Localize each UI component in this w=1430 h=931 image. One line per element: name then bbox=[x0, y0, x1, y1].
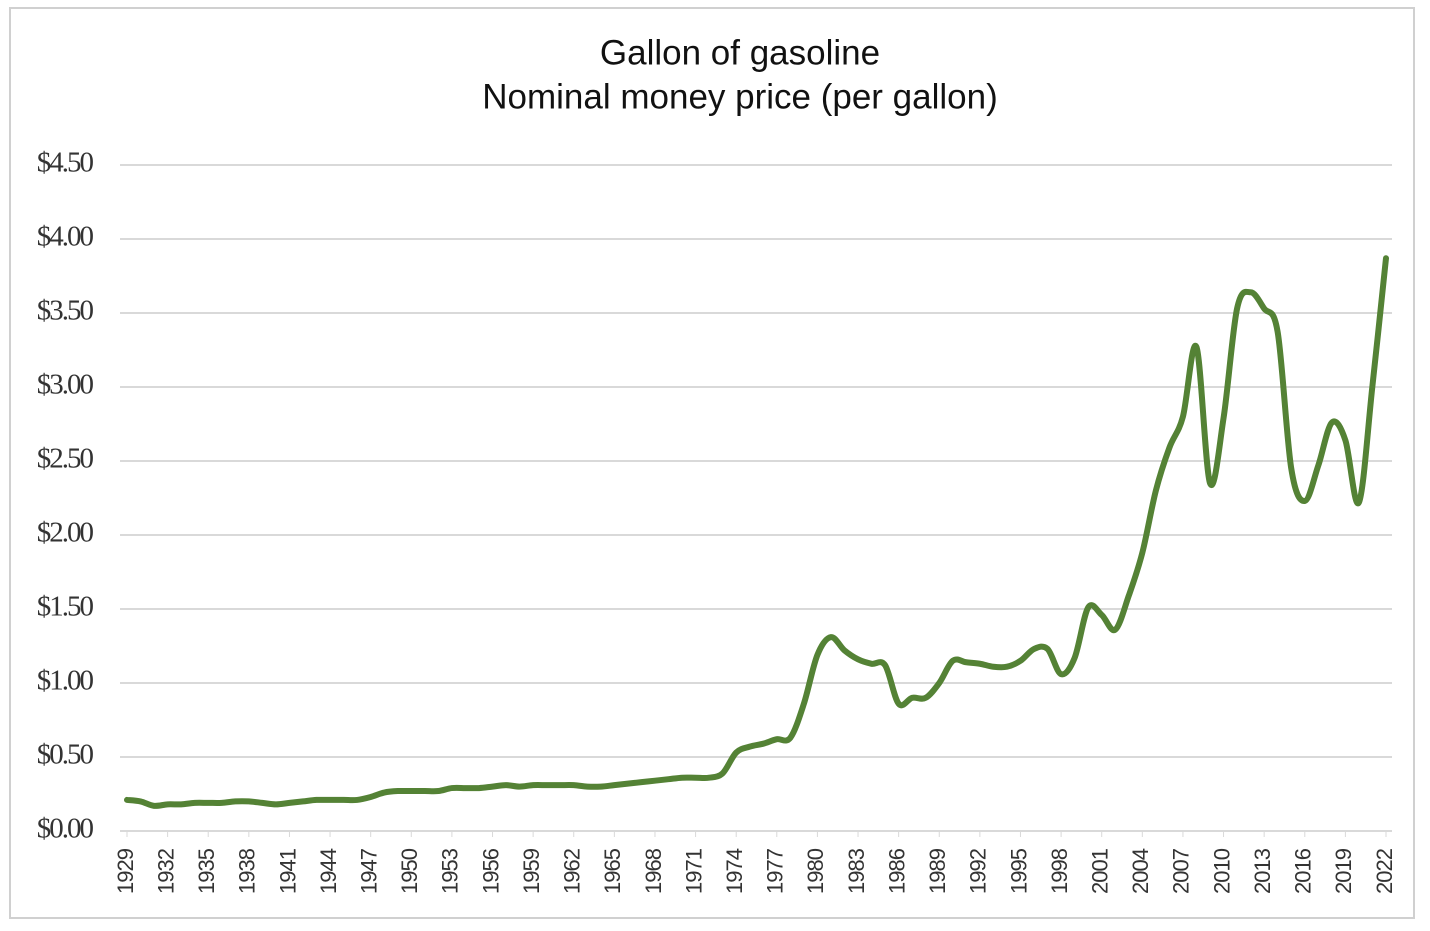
x-tick-label: 1959 bbox=[519, 848, 544, 894]
x-tick-label: 1983 bbox=[844, 848, 869, 894]
y-tick-label: $2.50 bbox=[37, 443, 94, 475]
x-tick-label: 1947 bbox=[356, 848, 381, 894]
data-line bbox=[124, 255, 1389, 809]
x-tick-label: 1944 bbox=[316, 848, 341, 894]
x-tick-label: 1971 bbox=[681, 848, 706, 894]
chart-title: Gallon of gasoline bbox=[600, 33, 880, 72]
x-tick-label: 2016 bbox=[1291, 848, 1316, 894]
y-tick-label: $3.50 bbox=[37, 295, 94, 327]
x-tick-label: 1953 bbox=[438, 848, 463, 894]
x-tick-label: 1974 bbox=[722, 848, 747, 894]
x-tick-label: 1977 bbox=[763, 848, 788, 894]
x-tick-label: 2013 bbox=[1250, 848, 1275, 894]
x-tick-label: 1950 bbox=[397, 848, 422, 894]
x-tick-label: 1968 bbox=[641, 848, 666, 894]
x-tick-label: 1998 bbox=[1047, 848, 1072, 894]
x-tick-label: 1995 bbox=[1006, 848, 1031, 894]
x-tick-label: 1929 bbox=[113, 848, 138, 894]
x-tick-label: 1932 bbox=[153, 848, 178, 894]
x-tick-label: 1938 bbox=[235, 848, 260, 894]
x-tick-label: 1992 bbox=[966, 848, 991, 894]
x-tick-label: 2010 bbox=[1209, 848, 1234, 894]
x-tick-label: 2019 bbox=[1331, 848, 1356, 894]
x-tick-label: 1941 bbox=[275, 848, 300, 894]
y-tick-label: $0.50 bbox=[37, 739, 94, 771]
x-tick-label: 1935 bbox=[194, 848, 219, 894]
x-tick-label: 1980 bbox=[803, 848, 828, 894]
x-tick-label: 2007 bbox=[1169, 848, 1194, 894]
x-tick-label: 2001 bbox=[1088, 848, 1113, 894]
y-tick-label: $1.00 bbox=[37, 665, 94, 697]
x-tick-label: 1986 bbox=[884, 848, 909, 894]
y-tick-label: $2.00 bbox=[37, 517, 94, 549]
x-tick-label: 1989 bbox=[925, 848, 950, 894]
y-tick-label: $3.00 bbox=[37, 369, 94, 401]
x-tick-label: 1965 bbox=[600, 848, 625, 894]
y-tick-label: $1.50 bbox=[37, 591, 94, 623]
x-tick-label: 2022 bbox=[1372, 848, 1397, 894]
chart-subtitle: Nominal money price (per gallon) bbox=[482, 77, 998, 116]
x-tick-label: 2004 bbox=[1128, 848, 1153, 894]
chart-frame bbox=[9, 7, 1415, 919]
x-tick-label: 1956 bbox=[478, 848, 503, 894]
y-tick-label: $4.50 bbox=[37, 147, 94, 179]
y-tick-label: $0.00 bbox=[37, 813, 94, 845]
y-tick-label: $4.00 bbox=[37, 221, 94, 253]
x-tick-label: 1962 bbox=[560, 848, 585, 894]
